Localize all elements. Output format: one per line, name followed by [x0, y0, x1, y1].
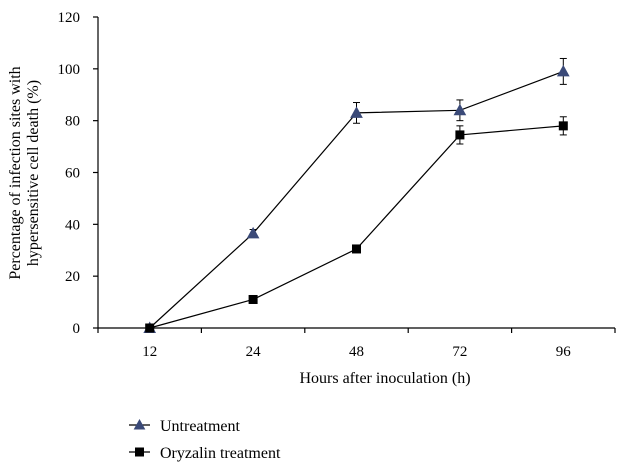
y-tick-label: 0: [73, 321, 81, 337]
legend-label-untreatment: Untreatment: [160, 418, 241, 435]
data-point-oryzalin: [248, 294, 258, 304]
data-point-untreatment: [453, 103, 467, 116]
y-tick-label: 120: [58, 10, 81, 26]
y-tick-label: 80: [65, 114, 80, 130]
x-tick-label: 72: [452, 344, 467, 360]
y-tick-label: 20: [65, 269, 80, 285]
legend-marker-untreatment: [133, 418, 146, 430]
data-point-oryzalin: [145, 323, 155, 333]
data-point-untreatment: [246, 226, 260, 239]
data-point-untreatment: [350, 106, 363, 118]
data-point-oryzalin: [352, 244, 361, 254]
legend-marker-oryzalin: [135, 447, 144, 457]
x-axis-title: Hours after inoculation (h): [299, 370, 470, 387]
x-tick-label: 12: [142, 344, 157, 360]
y-tick-label: 60: [65, 166, 80, 182]
legend-label-oryzalin: Oryzalin treatment: [160, 445, 281, 462]
x-tick-label: 24: [246, 344, 262, 360]
y-tick-label: 100: [58, 62, 81, 78]
x-tick-label: 96: [556, 344, 572, 360]
y-axis-title-line-2: hypersensitive cell death (%): [25, 80, 42, 266]
legend: Untreatment Oryzalin treatment: [129, 418, 281, 462]
y-tick-label: 40: [65, 217, 80, 233]
data-point-oryzalin: [455, 130, 465, 140]
y-axis-title-line-1: Percentage of infection sites with: [7, 66, 24, 279]
series-line-1: [149, 125, 564, 329]
data-point-untreatment: [556, 64, 570, 77]
x-tick-label: 48: [349, 344, 364, 360]
data-point-oryzalin: [558, 121, 568, 131]
